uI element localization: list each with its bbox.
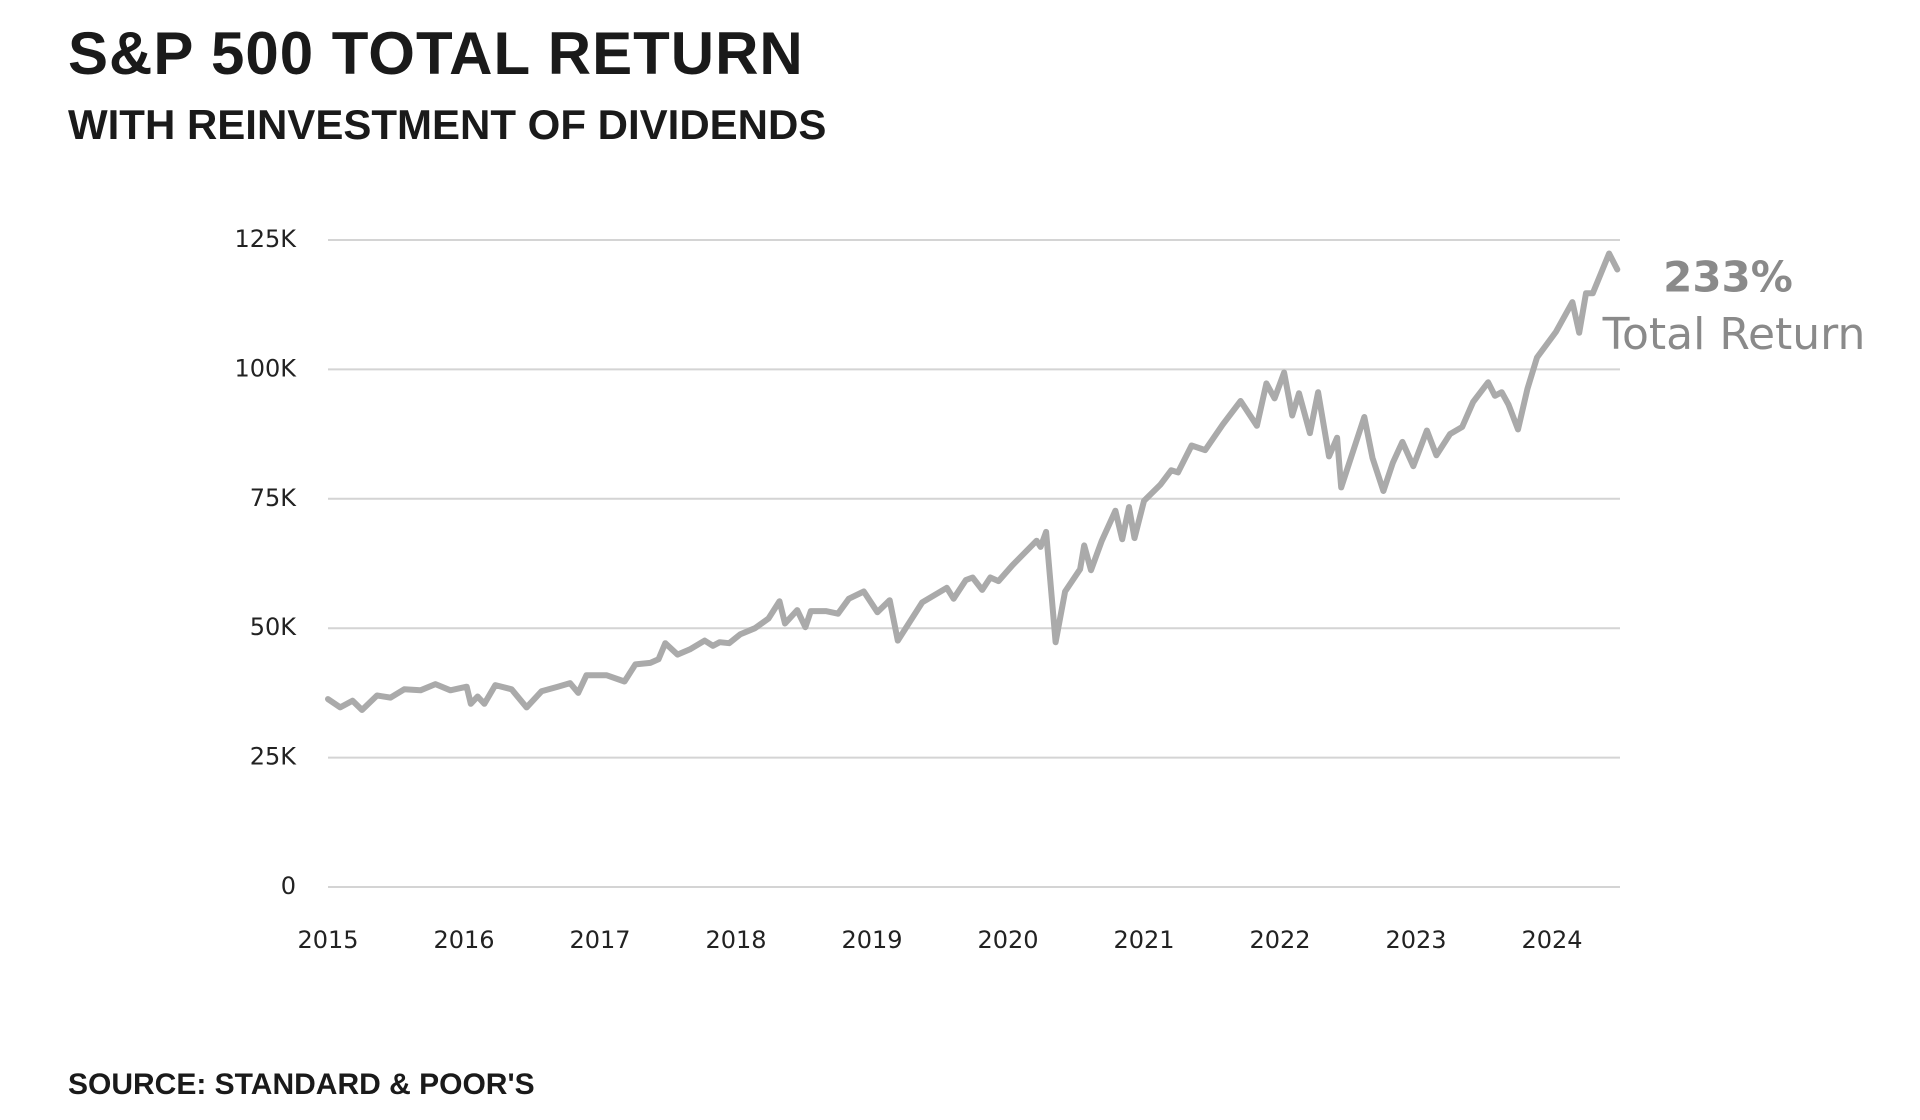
x-tick-label: 2019	[841, 926, 902, 954]
y-tick-label: 125K	[234, 225, 297, 253]
chart-subtitle: WITH REINVESTMENT OF DIVIDENDS	[68, 101, 826, 148]
x-tick-label: 2016	[433, 926, 494, 954]
x-tick-label: 2024	[1521, 926, 1582, 954]
y-tick-label: 0	[281, 872, 296, 900]
annotation-text: Total Return	[1602, 309, 1866, 360]
x-tick-label: 2015	[297, 926, 358, 954]
data-line	[325, 250, 1621, 713]
annotation-value: 233%	[1663, 253, 1793, 302]
y-tick-label: 75K	[250, 484, 298, 512]
y-tick-label: 50K	[250, 613, 298, 641]
x-tick-label: 2023	[1385, 926, 1446, 954]
source-note: SOURCE: STANDARD & POOR'S	[68, 1068, 535, 1101]
x-tick-label: 2018	[705, 926, 766, 954]
chart-title: S&P 500 TOTAL RETURN	[68, 20, 804, 87]
x-tick-label: 2021	[1113, 926, 1174, 954]
x-tick-label: 2020	[977, 926, 1038, 954]
y-tick-label: 100K	[234, 354, 297, 382]
y-tick-label: 25K	[250, 743, 298, 771]
x-tick-label: 2022	[1249, 926, 1310, 954]
x-tick-label: 2017	[569, 926, 630, 954]
